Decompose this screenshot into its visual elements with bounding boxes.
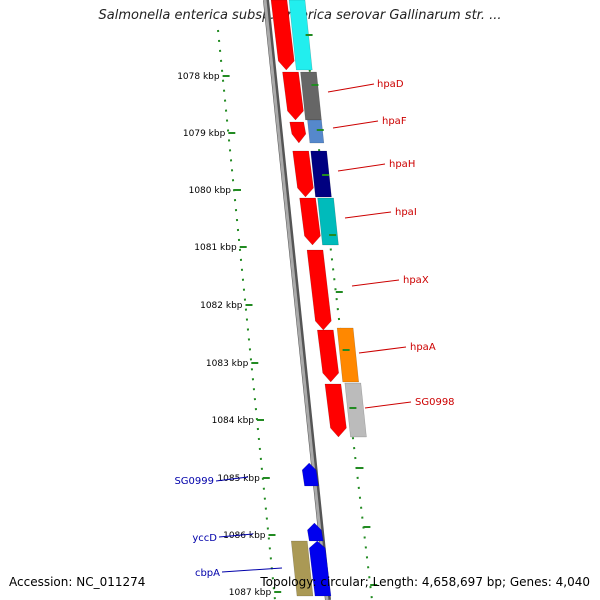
gene-label-leader — [218, 533, 254, 538]
tick-label: 1087 kbp — [229, 588, 272, 598]
tick-label: 1085 kbp — [217, 474, 260, 484]
gene-feature-block[interactable] — [324, 383, 347, 438]
gene-label[interactable]: cbpA — [195, 568, 220, 579]
gene-label-leader — [215, 476, 249, 482]
gene-label[interactable]: hpaI — [395, 207, 417, 218]
gene-feature-block[interactable] — [288, 0, 313, 71]
tick-label: 1081 kbp — [194, 243, 237, 253]
gene-label-leader — [337, 163, 386, 172]
gene-label-leader — [327, 83, 375, 93]
gene-feature-block[interactable] — [317, 197, 339, 246]
genome-summary-text: Topology: circular; Length: 4,658,697 bp… — [260, 575, 590, 589]
gene-label-leader — [364, 401, 412, 409]
tick-label: 1078 kbp — [177, 72, 220, 82]
gene-label[interactable]: SG0998 — [415, 397, 455, 408]
gene-label-leader — [344, 211, 392, 219]
gene-feature-block[interactable] — [309, 540, 332, 597]
gene-label[interactable]: hpaD — [377, 79, 404, 90]
gene-label[interactable]: hpaF — [382, 116, 407, 127]
tick-track: 1078 kbp 1079 kbp 1080 kbp 1081 kbp 1082 kbp… — [177, 34, 378, 598]
gene-feature-block[interactable] — [282, 71, 304, 121]
gene-label-leader — [358, 346, 407, 354]
gene-label-leader — [332, 120, 379, 129]
gene-feature-block[interactable] — [300, 71, 322, 121]
gene-label[interactable]: hpaX — [403, 275, 429, 286]
tick-label: 1083 kbp — [206, 359, 249, 369]
gene-label[interactable]: SG0999 — [174, 476, 214, 487]
tick-label: 1080 kbp — [189, 186, 232, 196]
gene-feature-block[interactable] — [292, 150, 314, 198]
gene-feature-block[interactable] — [307, 522, 324, 542]
tick-label: 1082 kbp — [200, 301, 243, 311]
gene-feature-block[interactable] — [270, 0, 295, 71]
left-guide-ring — [217, 29, 276, 600]
feature-track — [270, 0, 367, 597]
gene-feature-block[interactable] — [299, 197, 321, 246]
tick-label: 1086 kbp — [223, 531, 266, 541]
gene-feature-block[interactable] — [306, 249, 332, 331]
gene-label-track: hpaD hpaF hpaH hpaI hpaX hpaA SG0998 SG0999 yccD… — [174, 79, 454, 579]
backbone — [263, 0, 329, 600]
tick-label: 1084 kbp — [212, 416, 255, 426]
gene-feature-block[interactable] — [310, 150, 332, 198]
gene-feature-block[interactable] — [336, 327, 360, 383]
accession-text: Accession: NC_011274 — [9, 575, 146, 589]
gene-feature-block[interactable] — [307, 119, 325, 144]
gene-label[interactable]: hpaH — [389, 159, 415, 170]
gene-label-leader — [351, 279, 400, 287]
gene-feature-block[interactable] — [301, 462, 319, 487]
gene-feature-block[interactable] — [290, 540, 314, 597]
tick-label: 1079 kbp — [183, 129, 226, 139]
gene-feature-block[interactable] — [289, 121, 307, 144]
gene-feature-block[interactable] — [344, 382, 367, 438]
gene-label[interactable]: hpaA — [410, 342, 436, 353]
gene-label[interactable]: yccD — [192, 533, 217, 544]
gene-label-leader — [221, 567, 283, 573]
gene-feature-block[interactable] — [317, 329, 339, 383]
